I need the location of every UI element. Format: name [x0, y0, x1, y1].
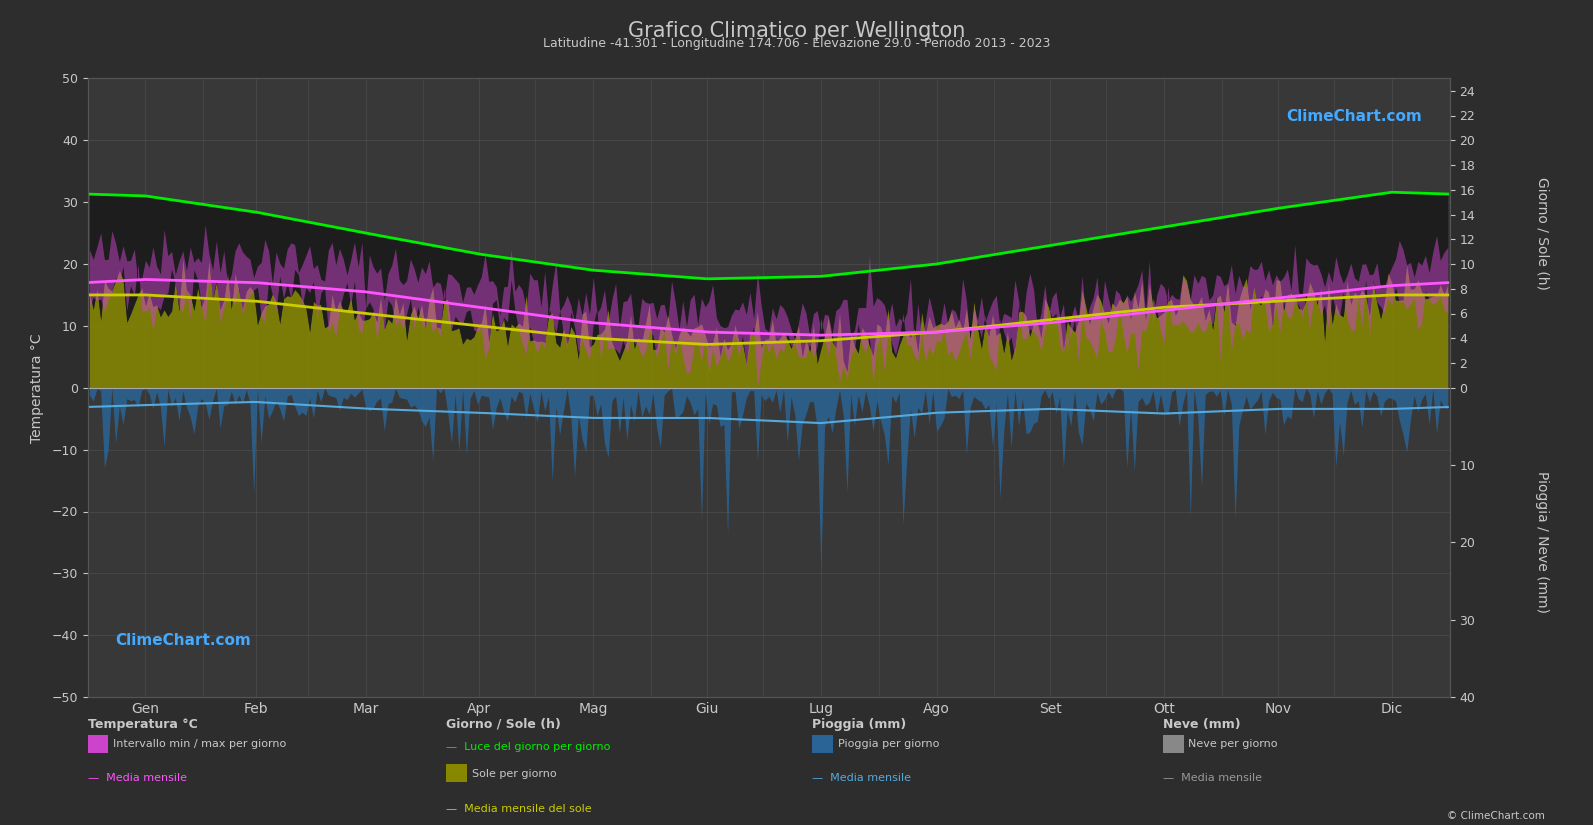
- Text: Pioggia (mm): Pioggia (mm): [812, 718, 906, 731]
- Text: Neve (mm): Neve (mm): [1163, 718, 1241, 731]
- Text: Giorno / Sole (h): Giorno / Sole (h): [446, 718, 561, 731]
- Text: —  Media mensile: — Media mensile: [812, 773, 911, 783]
- Text: © ClimeChart.com: © ClimeChart.com: [1448, 811, 1545, 821]
- Text: Pioggia / Neve (mm): Pioggia / Neve (mm): [1536, 471, 1548, 614]
- Text: Temperatura °C: Temperatura °C: [88, 718, 198, 731]
- Y-axis label: Temperatura °C: Temperatura °C: [30, 333, 45, 442]
- Text: —  Media mensile del sole: — Media mensile del sole: [446, 804, 591, 814]
- Text: Giorno / Sole (h): Giorno / Sole (h): [1536, 177, 1548, 290]
- Text: Intervallo min / max per giorno: Intervallo min / max per giorno: [113, 739, 287, 749]
- Text: Latitudine -41.301 - Longitudine 174.706 - Elevazione 29.0 - Periodo 2013 - 2023: Latitudine -41.301 - Longitudine 174.706…: [543, 37, 1050, 50]
- Text: Grafico Climatico per Wellington: Grafico Climatico per Wellington: [628, 21, 965, 40]
- Text: —  Media mensile: — Media mensile: [88, 773, 186, 783]
- Text: Neve per giorno: Neve per giorno: [1188, 739, 1278, 749]
- Text: —  Luce del giorno per giorno: — Luce del giorno per giorno: [446, 742, 610, 752]
- Text: —  Media mensile: — Media mensile: [1163, 773, 1262, 783]
- Text: ClimeChart.com: ClimeChart.com: [1287, 109, 1423, 125]
- Text: Sole per giorno: Sole per giorno: [472, 769, 556, 779]
- Text: ClimeChart.com: ClimeChart.com: [115, 633, 250, 648]
- Text: Pioggia per giorno: Pioggia per giorno: [838, 739, 940, 749]
